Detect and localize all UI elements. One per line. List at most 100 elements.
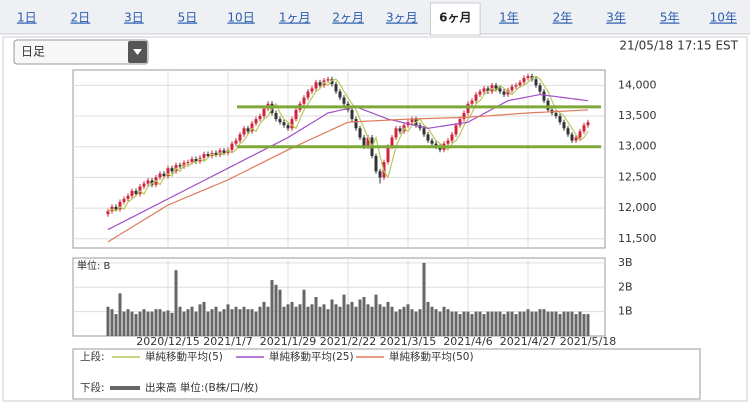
volume-bar bbox=[402, 306, 406, 336]
candle-body bbox=[438, 146, 442, 150]
volume-bar bbox=[222, 309, 226, 336]
x-tick-label: 2021/3/15 bbox=[380, 335, 436, 348]
volume-bar bbox=[470, 314, 474, 336]
tab[interactable]: 5日 bbox=[178, 11, 198, 25]
candle-body bbox=[542, 91, 546, 101]
y-tick-label: 14,000 bbox=[618, 78, 657, 91]
candle-body bbox=[470, 100, 474, 104]
volume-bar bbox=[514, 314, 518, 336]
candle-body bbox=[554, 112, 558, 117]
volume-bar bbox=[490, 311, 494, 336]
candle-body bbox=[122, 198, 126, 202]
dropdown-arrow bbox=[133, 49, 142, 55]
y-tick-label: 3B bbox=[618, 256, 633, 269]
volume-bar bbox=[298, 304, 302, 336]
volume-bar bbox=[338, 306, 342, 336]
candle-body bbox=[330, 79, 334, 85]
candle-body bbox=[222, 150, 226, 153]
tab[interactable]: 2日 bbox=[71, 11, 91, 25]
tab[interactable]: 5年 bbox=[660, 11, 680, 25]
volume-bar bbox=[330, 299, 334, 336]
candle-body bbox=[478, 91, 482, 95]
dropdown-label[interactable]: 日足 bbox=[21, 45, 45, 59]
tab[interactable]: 6ヶ月 bbox=[439, 11, 471, 25]
x-tick-label: 2021/1/7 bbox=[203, 335, 252, 348]
dropdown[interactable] bbox=[13, 39, 149, 65]
candle-body bbox=[558, 116, 562, 123]
volume-bar bbox=[202, 301, 206, 336]
candle-body bbox=[586, 122, 590, 126]
moving-average-line bbox=[107, 93, 589, 231]
candle-body bbox=[510, 86, 514, 91]
unit-label: 単位: B bbox=[77, 259, 111, 272]
volume-bar bbox=[562, 311, 566, 336]
legend-box bbox=[72, 348, 701, 400]
volume-bar bbox=[458, 314, 462, 336]
volume-bar bbox=[334, 304, 338, 336]
tab[interactable]: 3ヶ月 bbox=[386, 11, 418, 25]
candle-body bbox=[578, 131, 582, 138]
volume-bar bbox=[554, 311, 558, 336]
x-tick-label: 2021/4/27 bbox=[500, 335, 556, 348]
volume-bar bbox=[326, 309, 330, 336]
volume-bar bbox=[414, 311, 418, 336]
candle-body bbox=[362, 137, 366, 147]
candle-body bbox=[494, 85, 498, 89]
volume-bar bbox=[262, 301, 266, 336]
tab[interactable]: 1ヶ月 bbox=[279, 11, 311, 25]
volume-bar bbox=[542, 309, 546, 336]
volume-bar bbox=[214, 306, 218, 336]
x-tick-label: 2021/5/18 bbox=[560, 335, 616, 348]
tab[interactable]: 2年 bbox=[553, 11, 573, 25]
x-tick-label: 2021/1/29 bbox=[260, 335, 316, 348]
tab[interactable]: 1年 bbox=[499, 11, 519, 25]
tab[interactable]: 3年 bbox=[606, 11, 626, 25]
candle-body bbox=[306, 91, 310, 98]
candle-body bbox=[538, 85, 542, 92]
candle-body bbox=[178, 165, 182, 167]
volume-bar bbox=[322, 304, 326, 336]
tab[interactable]: 2ヶ月 bbox=[332, 11, 364, 25]
volume-bar bbox=[510, 311, 514, 336]
volume-bar bbox=[558, 314, 562, 336]
legend-label: 単純移動平均(5) bbox=[145, 350, 223, 363]
volume-bar bbox=[358, 299, 362, 336]
volume-bar bbox=[474, 311, 478, 336]
volume-bar bbox=[518, 311, 522, 336]
candle-body bbox=[190, 159, 194, 163]
volume-bar bbox=[158, 309, 162, 336]
volume-bar bbox=[486, 311, 490, 336]
volume-bar bbox=[450, 311, 454, 336]
volume-bar bbox=[234, 306, 238, 336]
tab[interactable]: 10日 bbox=[227, 11, 254, 25]
volume-bar bbox=[438, 311, 442, 336]
volume-bar bbox=[170, 312, 174, 336]
volume-bar bbox=[134, 314, 138, 336]
candle-body bbox=[526, 76, 530, 78]
volume-bar bbox=[410, 309, 414, 336]
tab[interactable]: 3日 bbox=[124, 11, 144, 25]
volume-bar bbox=[270, 279, 274, 336]
volume-bar bbox=[566, 311, 570, 336]
candle-body bbox=[386, 146, 390, 163]
volume-bar bbox=[550, 311, 554, 336]
tab[interactable]: 1日 bbox=[17, 11, 37, 25]
candle-body bbox=[378, 171, 382, 178]
volume-bar bbox=[286, 304, 290, 336]
candle-body bbox=[582, 125, 586, 132]
candle-body bbox=[570, 134, 574, 141]
candle-body bbox=[334, 84, 338, 92]
y-tick-label: 13,500 bbox=[618, 109, 657, 122]
candle-body bbox=[410, 119, 414, 123]
candle-body bbox=[302, 97, 306, 104]
candle-body bbox=[534, 79, 538, 86]
volume-bar bbox=[242, 306, 246, 336]
candle-body bbox=[422, 128, 426, 135]
candle-body bbox=[114, 206, 118, 210]
tab[interactable]: 10年 bbox=[710, 11, 737, 25]
volume-bar bbox=[294, 306, 298, 336]
volume-bar bbox=[494, 311, 498, 336]
candle-body bbox=[246, 128, 250, 132]
volume-bar bbox=[210, 309, 214, 336]
y-tick-label: 2B bbox=[618, 280, 633, 293]
